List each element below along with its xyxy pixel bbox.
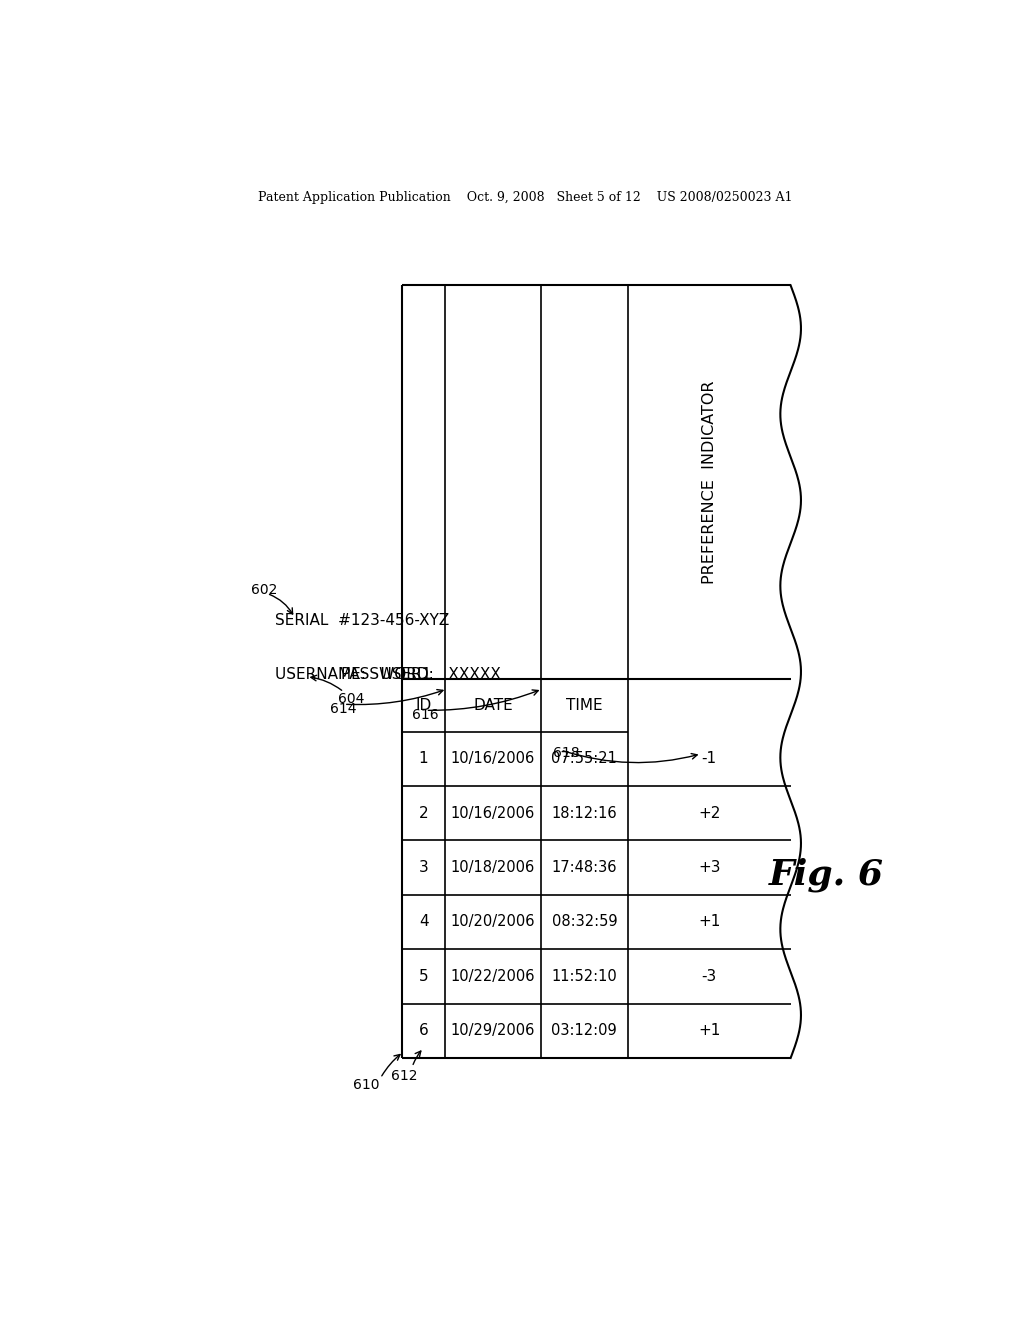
Text: 602: 602 bbox=[251, 583, 278, 598]
Text: 10/22/2006: 10/22/2006 bbox=[451, 969, 536, 983]
Text: 5: 5 bbox=[419, 969, 428, 983]
Text: 10/20/2006: 10/20/2006 bbox=[451, 915, 536, 929]
Text: 612: 612 bbox=[391, 1069, 418, 1084]
Text: ID: ID bbox=[416, 698, 432, 713]
Text: TIME: TIME bbox=[566, 698, 603, 713]
Text: PASSWORD:   XXXXX: PASSWORD: XXXXX bbox=[341, 667, 501, 682]
Text: -1: -1 bbox=[701, 751, 717, 767]
Text: 4: 4 bbox=[419, 915, 428, 929]
Text: 610: 610 bbox=[353, 1078, 379, 1093]
Text: -3: -3 bbox=[701, 969, 717, 983]
Text: 08:32:59: 08:32:59 bbox=[552, 915, 617, 929]
Text: 10/29/2006: 10/29/2006 bbox=[451, 1023, 536, 1039]
Text: 10/16/2006: 10/16/2006 bbox=[451, 751, 536, 767]
Text: 616: 616 bbox=[412, 709, 438, 722]
Text: 18:12:16: 18:12:16 bbox=[552, 805, 617, 821]
Text: 3: 3 bbox=[419, 861, 428, 875]
Text: 03:12:09: 03:12:09 bbox=[552, 1023, 617, 1039]
Text: 618: 618 bbox=[553, 746, 580, 760]
Text: +1: +1 bbox=[698, 1023, 721, 1039]
Text: +1: +1 bbox=[698, 915, 721, 929]
Text: +2: +2 bbox=[698, 805, 721, 821]
Text: 6: 6 bbox=[419, 1023, 428, 1039]
Text: DATE: DATE bbox=[473, 698, 513, 713]
Text: 10/18/2006: 10/18/2006 bbox=[451, 861, 536, 875]
Text: +3: +3 bbox=[698, 861, 721, 875]
Text: 604: 604 bbox=[338, 692, 365, 706]
Text: PREFERENCE  INDICATOR: PREFERENCE INDICATOR bbox=[701, 380, 717, 583]
Text: Fig. 6: Fig. 6 bbox=[769, 858, 884, 892]
Text: 17:48:36: 17:48:36 bbox=[552, 861, 617, 875]
Text: 11:52:10: 11:52:10 bbox=[552, 969, 617, 983]
Text: USERNAME:   USER1: USERNAME: USER1 bbox=[274, 667, 431, 682]
Text: 2: 2 bbox=[419, 805, 428, 821]
Text: 1: 1 bbox=[419, 751, 428, 767]
Text: 07:55:21: 07:55:21 bbox=[551, 751, 617, 767]
Text: Patent Application Publication    Oct. 9, 2008   Sheet 5 of 12    US 2008/025002: Patent Application Publication Oct. 9, 2… bbox=[258, 191, 792, 203]
Text: 10/16/2006: 10/16/2006 bbox=[451, 805, 536, 821]
Text: SERIAL  #123-456-XYZ: SERIAL #123-456-XYZ bbox=[274, 614, 450, 628]
Text: 614: 614 bbox=[331, 702, 357, 717]
